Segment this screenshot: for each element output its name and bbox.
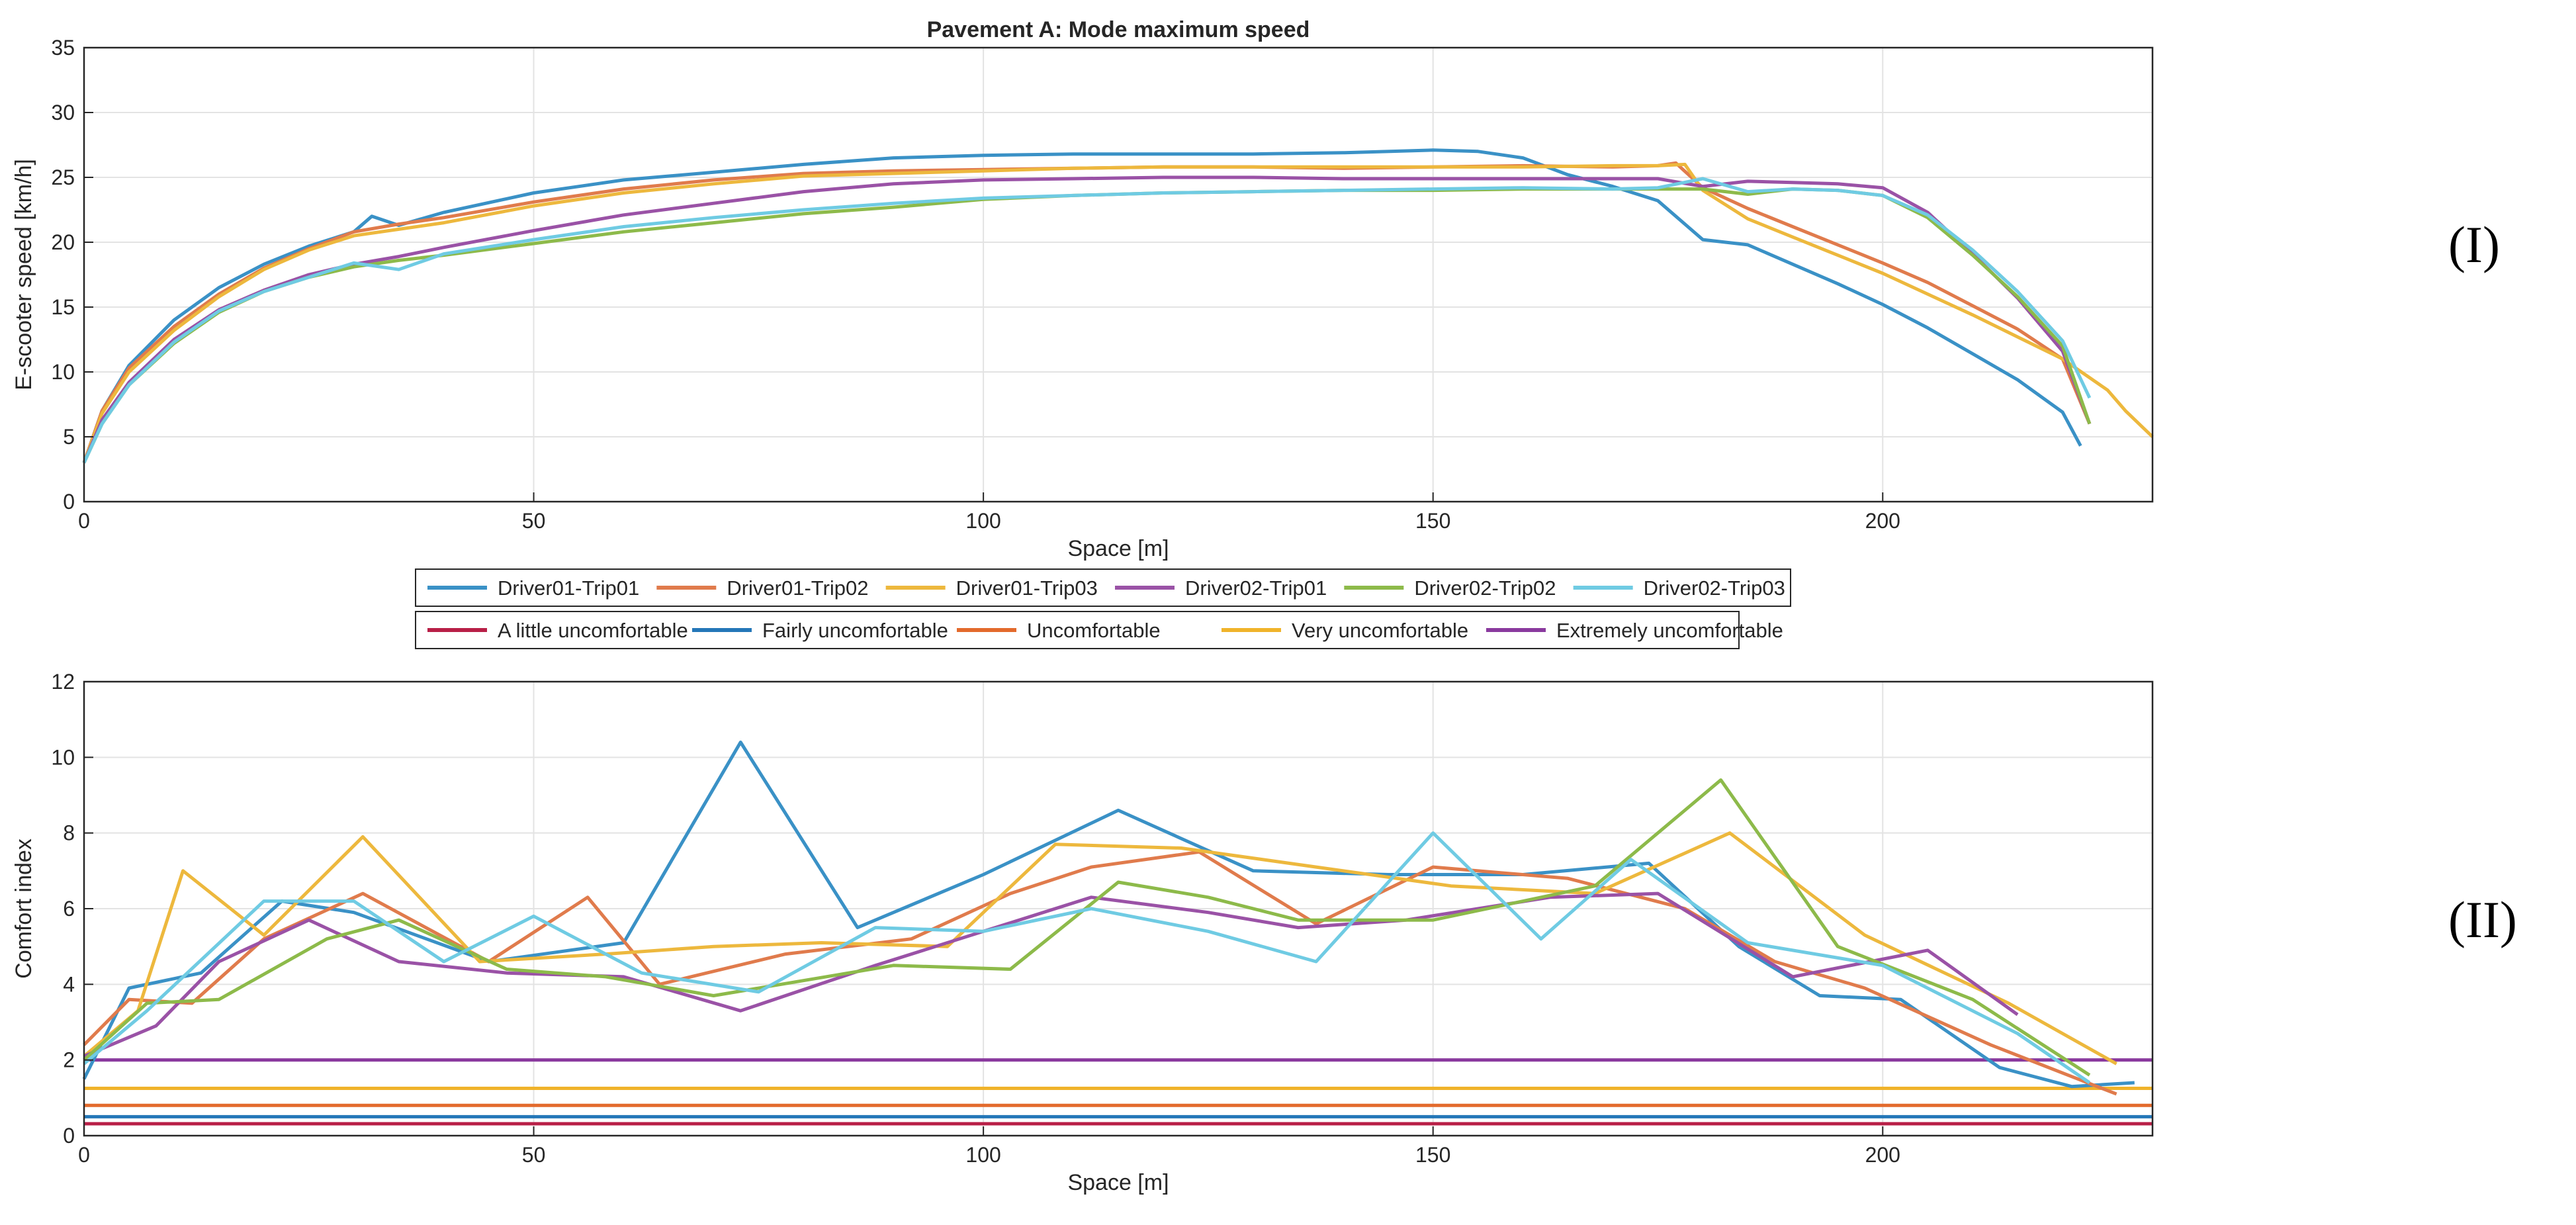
comfort-chart: 0 50 100 150 200 0 2 4 6 8 10 12 Space [m] Comfort in… [11, 670, 2154, 1195]
legend-entry-label: Extremely uncomfortable [1556, 619, 1783, 642]
tick-label-y: 25 [51, 165, 75, 189]
tick-label-x: 50 [522, 1143, 546, 1167]
tick-label-y: 15 [51, 295, 75, 319]
tick-label-x: 200 [1865, 1143, 1900, 1167]
tick-label-x: 200 [1865, 509, 1900, 533]
legend-entry-label: Driver01-Trip02 [727, 576, 868, 600]
tick-label-y: 10 [51, 360, 75, 384]
legend-entry-label: Driver02-Trip03 [1644, 576, 1785, 600]
x-axis-label: Space [m] [1067, 1170, 1169, 1195]
legend-entry-label: A little uncomfortable [498, 619, 688, 642]
tick-label-y: 6 [63, 897, 75, 921]
series-line [82, 741, 2135, 1089]
tick-label-y: 4 [63, 972, 75, 996]
legend-entry-label: Very uncomfortable [1292, 619, 1468, 642]
legend-box [415, 568, 1791, 607]
chart-legend: Driver01-Trip01 Driver01-Trip02 Driver01-T… [415, 568, 1791, 649]
x-axis-label: Space [m] [1067, 536, 1169, 561]
legend-entry-label: Uncomfortable [1027, 619, 1161, 642]
tick-label-y: 10 [51, 745, 75, 769]
legend-entry-label: Driver02-Trip02 [1414, 576, 1556, 600]
tick-label-x: 0 [78, 509, 90, 533]
tick-label-y: 30 [51, 101, 75, 124]
tick-label-y: 2 [63, 1048, 75, 1072]
tick-label-y: 35 [51, 36, 75, 60]
series-line [82, 177, 2092, 464]
plot-background [84, 48, 2153, 502]
legend-entry-label: Driver01-Trip01 [498, 576, 639, 600]
series-line [83, 850, 2117, 1096]
tick-label-y: 12 [51, 670, 75, 694]
series-line [83, 778, 2091, 1077]
speed-chart: 0 50 100 150 200 0 5 10 15 20 25 30 35 Pavement A: Mo… [11, 17, 2154, 561]
y-axis-label: E-scooter speed [km/h] [11, 159, 36, 390]
series-line [83, 831, 2117, 1066]
tick-label-y: 0 [63, 490, 75, 514]
plot-frame [83, 46, 2154, 503]
tick-label-y: 5 [63, 425, 75, 449]
tick-label-x: 100 [965, 509, 1000, 533]
series-line [82, 162, 2154, 464]
legend-entry-label: Driver02-Trip01 [1185, 576, 1327, 600]
chart-title: Pavement A: Mode maximum speed [927, 17, 1310, 42]
y-axis-label: Comfort index [11, 839, 36, 979]
series-line [82, 175, 2092, 464]
tick-label-x: 0 [78, 1143, 90, 1167]
panel-label-bottom: (II) [2448, 891, 2517, 948]
tick-label-y: 20 [51, 230, 75, 254]
tick-label-x: 100 [965, 1143, 1000, 1167]
series-line [83, 831, 2091, 1085]
legend-entry-label: Driver01-Trip03 [956, 576, 1098, 600]
tick-label-x: 150 [1415, 509, 1450, 533]
tick-label-x: 150 [1415, 1143, 1450, 1167]
panel-label-top: (I) [2448, 216, 2500, 273]
tick-label-y: 8 [63, 821, 75, 845]
legend-entry-label: Fairly uncomfortable [762, 619, 948, 642]
series-line [82, 148, 2082, 464]
tick-label-x: 50 [522, 509, 546, 533]
tick-label-y: 0 [63, 1124, 75, 1148]
